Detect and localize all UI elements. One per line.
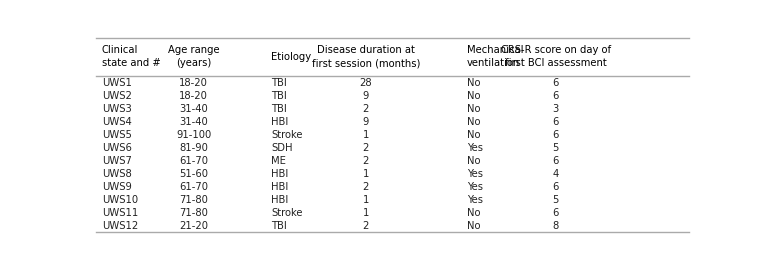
Text: UWS4: UWS4	[102, 117, 132, 127]
Text: SDH: SDH	[271, 143, 293, 153]
Text: 6: 6	[552, 156, 559, 166]
Text: HBI: HBI	[271, 181, 288, 191]
Text: UWS7: UWS7	[102, 156, 132, 166]
Text: No: No	[466, 78, 480, 88]
Text: 61-70: 61-70	[179, 156, 208, 166]
Text: 6: 6	[552, 117, 559, 127]
Text: 51-60: 51-60	[179, 169, 208, 179]
Text: TBI: TBI	[271, 91, 286, 101]
Text: Stroke: Stroke	[271, 208, 303, 218]
Text: 2: 2	[362, 156, 369, 166]
Text: 1: 1	[362, 130, 369, 140]
Text: UWS9: UWS9	[102, 181, 132, 191]
Text: 2: 2	[362, 143, 369, 153]
Text: UWS8: UWS8	[102, 169, 132, 179]
Text: UWS2: UWS2	[102, 91, 132, 101]
Text: 28: 28	[359, 78, 372, 88]
Text: 3: 3	[553, 104, 559, 114]
Text: Yes: Yes	[466, 195, 483, 205]
Text: No: No	[466, 156, 480, 166]
Text: Clinical
state and #: Clinical state and #	[102, 45, 160, 68]
Text: HBI: HBI	[271, 117, 288, 127]
Text: TBI: TBI	[271, 78, 286, 88]
Text: 8: 8	[553, 221, 559, 231]
Text: UWS3: UWS3	[102, 104, 132, 114]
Text: 6: 6	[552, 91, 559, 101]
Text: 1: 1	[362, 208, 369, 218]
Text: 5: 5	[552, 143, 559, 153]
Text: Etiology: Etiology	[271, 52, 311, 62]
Text: HBI: HBI	[271, 195, 288, 205]
Text: Age range
(years): Age range (years)	[168, 45, 220, 68]
Text: Stroke: Stroke	[271, 130, 303, 140]
Text: TBI: TBI	[271, 221, 286, 231]
Text: 61-70: 61-70	[179, 181, 208, 191]
Text: No: No	[466, 221, 480, 231]
Text: Mechanical
ventilation: Mechanical ventilation	[466, 45, 523, 68]
Text: 18-20: 18-20	[179, 91, 208, 101]
Text: 31-40: 31-40	[179, 117, 208, 127]
Text: CRS-R score on day of
first BCI assessment: CRS-R score on day of first BCI assessme…	[501, 45, 611, 68]
Text: No: No	[466, 104, 480, 114]
Text: 2: 2	[362, 221, 369, 231]
Text: UWS10: UWS10	[102, 195, 138, 205]
Text: UWS12: UWS12	[102, 221, 138, 231]
Text: 9: 9	[362, 117, 369, 127]
Text: UWS11: UWS11	[102, 208, 138, 218]
Text: 1: 1	[362, 195, 369, 205]
Text: TBI: TBI	[271, 104, 286, 114]
Text: Disease duration at
first session (months): Disease duration at first session (month…	[312, 45, 420, 68]
Text: No: No	[466, 208, 480, 218]
Text: 9: 9	[362, 91, 369, 101]
Text: 91-100: 91-100	[176, 130, 211, 140]
Text: No: No	[466, 91, 480, 101]
Text: No: No	[466, 130, 480, 140]
Text: HBI: HBI	[271, 169, 288, 179]
Text: 31-40: 31-40	[179, 104, 208, 114]
Text: UWS1: UWS1	[102, 78, 132, 88]
Text: 1: 1	[362, 169, 369, 179]
Text: 5: 5	[552, 195, 559, 205]
Text: UWS5: UWS5	[102, 130, 132, 140]
Text: 71-80: 71-80	[179, 208, 208, 218]
Text: 71-80: 71-80	[179, 195, 208, 205]
Text: ME: ME	[271, 156, 286, 166]
Text: 4: 4	[553, 169, 559, 179]
Text: 18-20: 18-20	[179, 78, 208, 88]
Text: 6: 6	[552, 130, 559, 140]
Text: Yes: Yes	[466, 181, 483, 191]
Text: 2: 2	[362, 104, 369, 114]
Text: 2: 2	[362, 181, 369, 191]
Text: No: No	[466, 117, 480, 127]
Text: 21-20: 21-20	[179, 221, 208, 231]
Text: 6: 6	[552, 78, 559, 88]
Text: 6: 6	[552, 208, 559, 218]
Text: UWS6: UWS6	[102, 143, 132, 153]
Text: 6: 6	[552, 181, 559, 191]
Text: Yes: Yes	[466, 143, 483, 153]
Text: Yes: Yes	[466, 169, 483, 179]
Text: 81-90: 81-90	[179, 143, 208, 153]
